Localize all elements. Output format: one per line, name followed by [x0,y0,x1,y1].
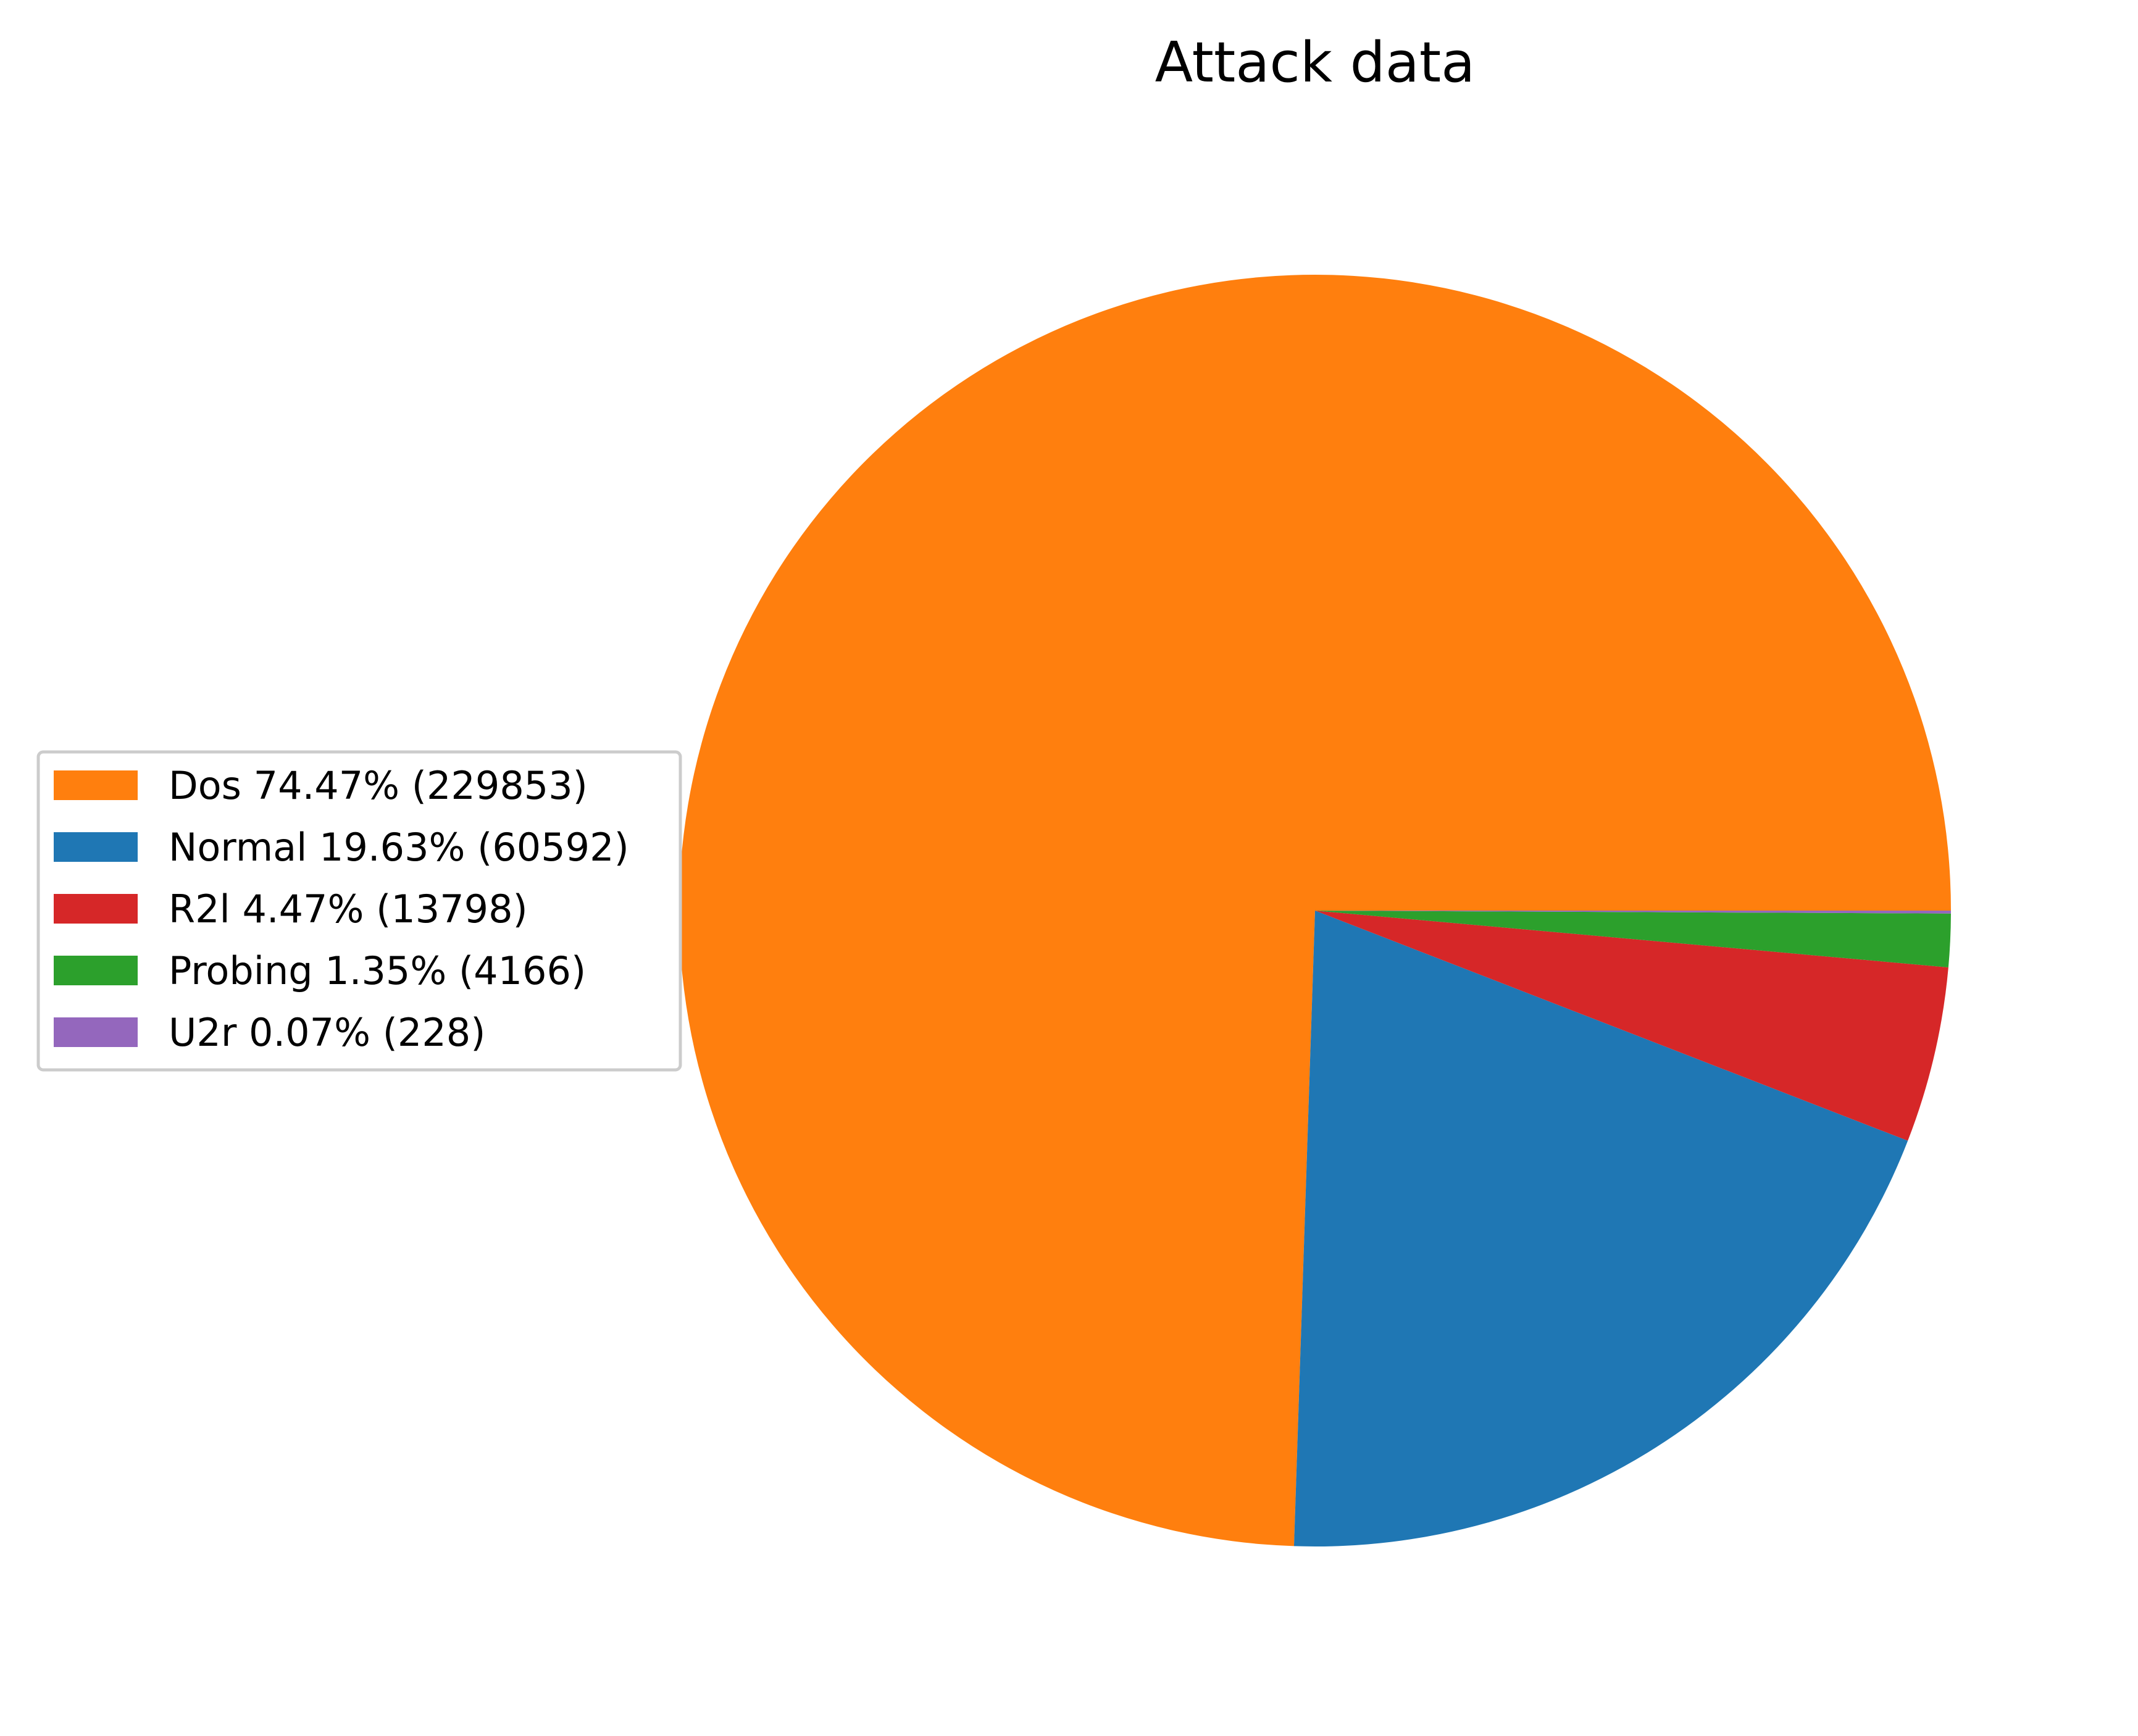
legend-label-dos: Dos 74.47% (229853) [169,763,588,808]
pie-slice-dos [679,274,1951,1546]
legend-items: Dos 74.47% (229853) Normal 19.63% (60592)… [54,763,629,1055]
legend-swatch-normal [54,832,138,862]
legend-label-probing: Probing 1.35% (4166) [169,948,586,993]
legend-swatch-dos [54,770,138,800]
chart-title: Attack data [1155,30,1476,95]
pie-slice-normal [1293,911,1908,1546]
legend-swatch-probing [54,956,138,985]
pie-slices [679,274,1951,1546]
legend-swatch-u2r [54,1017,138,1047]
legend-label-r2l: R2l 4.47% (13798) [169,887,528,932]
legend-label-normal: Normal 19.63% (60592) [169,825,629,870]
pie-slice-u2r [1315,911,1951,914]
legend-label-u2r: U2r 0.07% (228) [169,1010,485,1055]
legend-frame [36,750,682,1072]
pie-slice-probing [1315,911,1951,968]
pie-slice-r2l [1315,911,1948,1141]
legend-swatch-r2l [54,894,138,924]
legend: Dos 74.47% (229853) Normal 19.63% (60592)… [36,750,682,1072]
